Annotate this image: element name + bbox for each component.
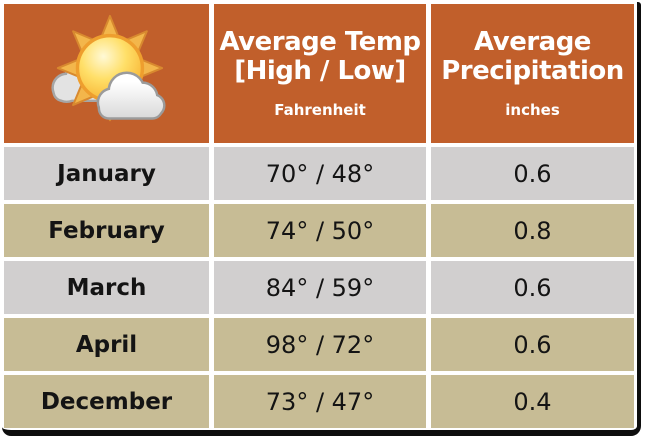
month-cell: April: [4, 318, 209, 371]
weather-table: Average Temp [High / Low] Fahrenheit Ave…: [4, 4, 634, 428]
precip-header-cell: Average Precipitation inches: [431, 4, 634, 143]
precip-cell: 0.6: [431, 261, 634, 314]
precip-header-title-line2: Precipitation: [441, 56, 624, 86]
precip-header-title-line1: Average: [474, 26, 591, 57]
precip-cell: 0.4: [431, 375, 634, 428]
temp-header-title-line2: [High / Low]: [234, 56, 406, 86]
month-cell: December: [4, 375, 209, 428]
temp-cell: 84° / 59°: [214, 261, 426, 314]
precip-cell: 0.6: [431, 318, 634, 371]
temp-header-cell: Average Temp [High / Low] Fahrenheit: [214, 4, 426, 143]
temp-header-title: Average Temp [High / Low]: [219, 26, 421, 86]
temp-cell: 70° / 48°: [214, 147, 426, 200]
temp-unit-label: Fahrenheit: [274, 101, 366, 120]
temp-cell: 98° / 72°: [214, 318, 426, 371]
temp-cell: 73° / 47°: [214, 375, 426, 428]
precip-header-title: Average Precipitation: [441, 26, 624, 86]
month-cell: February: [4, 204, 209, 257]
precip-cell: 0.6: [431, 147, 634, 200]
weather-icon-cell: [4, 4, 209, 143]
temp-cell: 74° / 50°: [214, 204, 426, 257]
month-cell: January: [4, 147, 209, 200]
temp-header-title-line1: Average Temp: [219, 26, 421, 57]
precip-cell: 0.8: [431, 204, 634, 257]
month-cell: March: [4, 261, 209, 314]
precip-unit-label: inches: [505, 101, 560, 120]
sun-behind-clouds-icon: [50, 14, 166, 121]
